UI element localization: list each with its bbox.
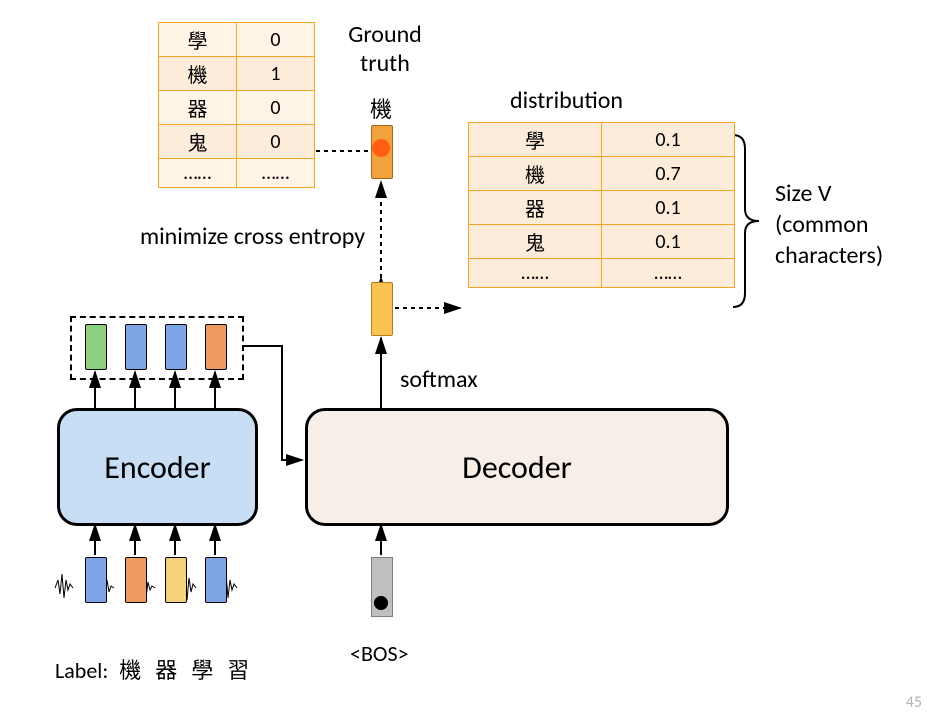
enc-in-2 bbox=[165, 557, 187, 603]
dist-v-3: 0.1 bbox=[602, 225, 735, 259]
softmax-label: softmax bbox=[400, 365, 478, 394]
decoder-label: Decoder bbox=[462, 448, 572, 487]
gt-k-2: 器 bbox=[159, 91, 237, 125]
size-v-line2: (common bbox=[775, 209, 883, 240]
enc-out-0 bbox=[85, 324, 107, 370]
distribution-table: 學0.1 機0.7 器0.1 鬼0.1 ………… bbox=[468, 122, 735, 288]
gt-v-3: 0 bbox=[237, 125, 315, 159]
ground-truth-marker-dot bbox=[372, 139, 390, 157]
bos-label: <BOS> bbox=[350, 640, 409, 667]
label-char-2: 學 bbox=[191, 657, 227, 684]
enc-out-1 bbox=[125, 324, 147, 370]
page-number: 45 bbox=[906, 693, 922, 712]
minimize-label: minimize cross entropy bbox=[140, 222, 365, 251]
dist-k-1: 機 bbox=[469, 157, 602, 191]
label-char-3: 習 bbox=[227, 657, 263, 684]
enc-in-1 bbox=[125, 557, 147, 603]
decoder-block: Decoder bbox=[305, 408, 729, 526]
bos-dot-icon bbox=[374, 596, 388, 610]
ground-truth-rows: 學0 機1 器0 鬼0 ………… bbox=[159, 23, 315, 188]
gt-k-3: 鬼 bbox=[159, 125, 237, 159]
dist-k-2: 器 bbox=[469, 191, 602, 225]
label-row: Label: 機器學習 bbox=[55, 653, 263, 685]
dist-k-0: 學 bbox=[469, 123, 602, 157]
dist-v-0: 0.1 bbox=[602, 123, 735, 157]
dist-k-3: 鬼 bbox=[469, 225, 602, 259]
gt-v-2: 0 bbox=[237, 91, 315, 125]
dist-k-4: …… bbox=[469, 259, 602, 288]
gt-k-0: 學 bbox=[159, 23, 237, 57]
gt-v-4: …… bbox=[237, 159, 315, 188]
encoder-block: Encoder bbox=[57, 408, 258, 526]
dist-v-2: 0.1 bbox=[602, 191, 735, 225]
distribution-rows: 學0.1 機0.7 器0.1 鬼0.1 ………… bbox=[469, 123, 735, 288]
enc-out-3 bbox=[205, 324, 227, 370]
label-char-0: 機 bbox=[119, 657, 155, 684]
gt-k-1: 機 bbox=[159, 57, 237, 91]
label-prefix: Label: bbox=[55, 657, 108, 684]
label-char-1: 器 bbox=[155, 657, 191, 684]
gt-v-0: 0 bbox=[237, 23, 315, 57]
distribution-title: distribution bbox=[510, 86, 623, 115]
ground-truth-title: Ground truth bbox=[335, 20, 435, 78]
enc-out-2 bbox=[165, 324, 187, 370]
size-v-line1: Size V bbox=[775, 178, 883, 209]
size-v-line3: characters) bbox=[775, 240, 883, 271]
size-v-label: Size V (common characters) bbox=[775, 178, 883, 272]
enc-in-3 bbox=[205, 557, 227, 603]
softmax-output-block bbox=[371, 282, 393, 336]
gt-v-1: 1 bbox=[237, 57, 315, 91]
dist-v-4: …… bbox=[602, 259, 735, 288]
enc-in-0 bbox=[85, 557, 107, 603]
encoder-label: Encoder bbox=[104, 448, 210, 487]
gt-k-4: …… bbox=[159, 159, 237, 188]
dist-v-1: 0.7 bbox=[602, 157, 735, 191]
ground-truth-char: 機 bbox=[370, 92, 392, 124]
ground-truth-table: 學0 機1 器0 鬼0 ………… bbox=[158, 22, 315, 188]
